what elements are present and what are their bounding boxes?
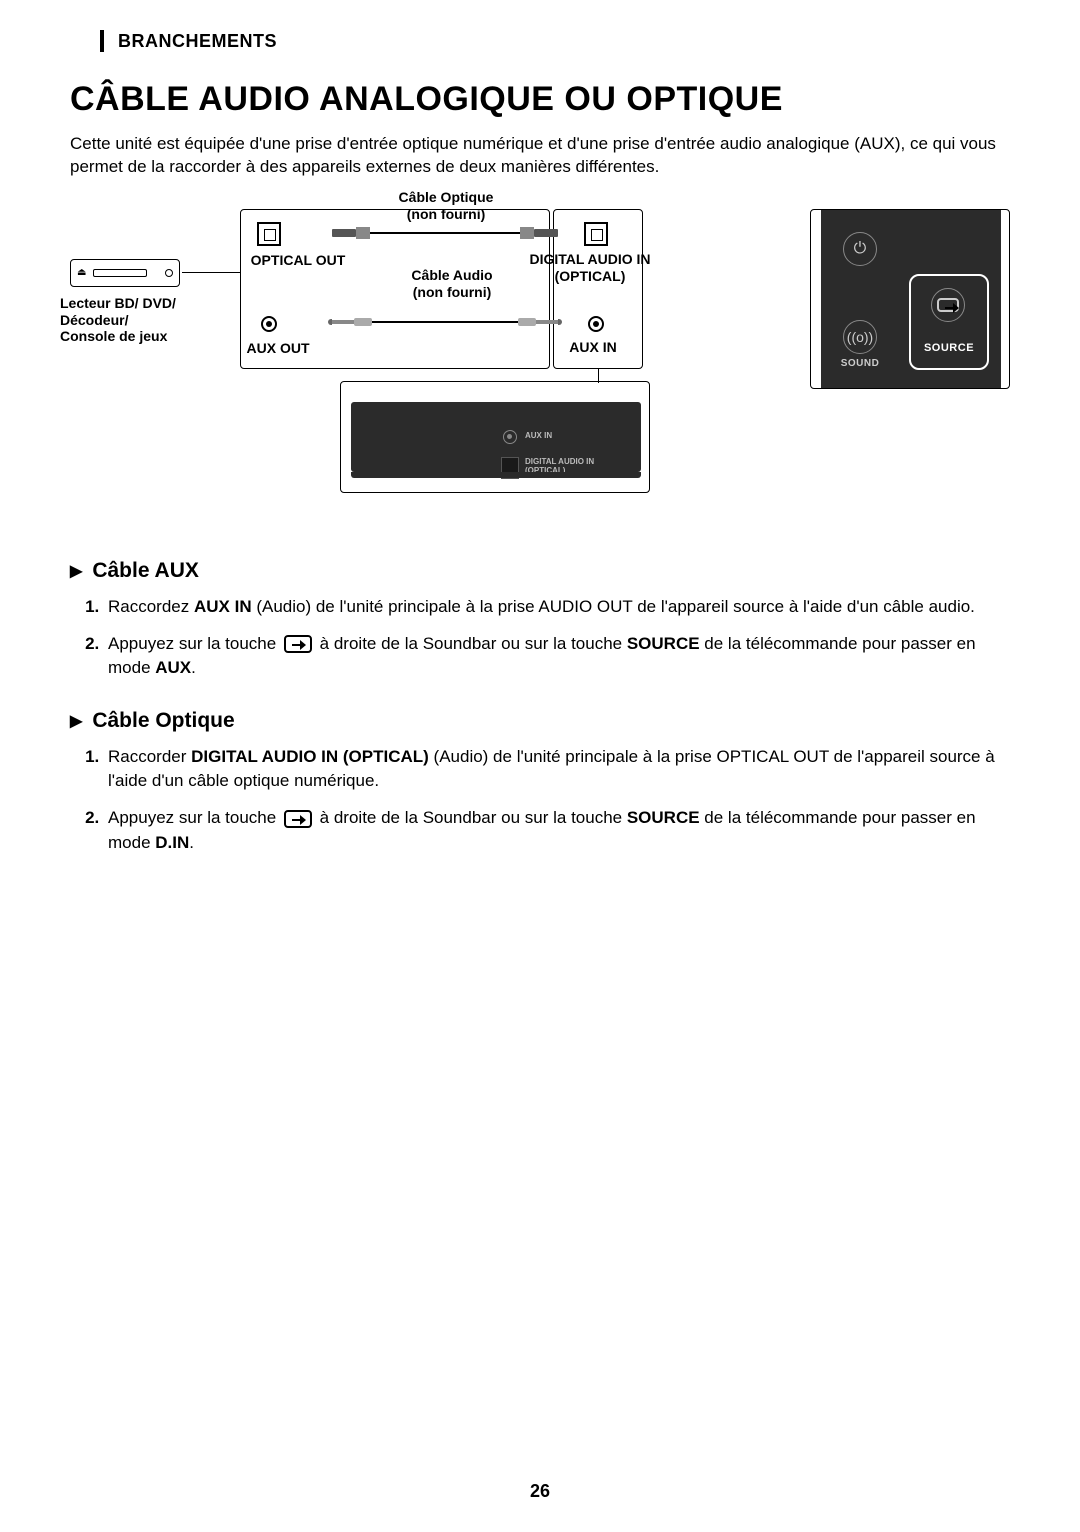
triangle-bullet-icon: ▶ (70, 561, 82, 581)
optical-out-label: OPTICAL OUT (243, 252, 353, 269)
aux-step2-bold: SOURCE (627, 634, 700, 653)
aux-step1-post: (Audio) de l'unité principale à la prise… (252, 597, 975, 616)
triangle-bullet-icon: ▶ (70, 711, 82, 731)
source-device-line2: Décodeur/ (60, 312, 128, 328)
aux-steps-list: Raccordez AUX IN (Audio) de l'unité prin… (70, 595, 1010, 681)
opt-step2-pre: Appuyez sur la touche (108, 808, 281, 827)
opt-step1-bold: DIGITAL AUDIO IN (OPTICAL) (191, 747, 429, 766)
aux-step1-pre: Raccordez (108, 597, 194, 616)
optical-plug-left-icon (332, 227, 370, 239)
soundbar-din-line1: DIGITAL AUDIO IN (525, 457, 594, 466)
soundbar-base-icon (351, 472, 641, 478)
subheading-optique: ▶ Câble Optique (70, 709, 1010, 733)
aux-plug-left-icon (328, 316, 372, 328)
optique-step-1: Raccorder DIGITAL AUDIO IN (OPTICAL) (Au… (104, 745, 1010, 794)
sound-button-icon: ((o)) (843, 320, 877, 354)
subheading-optique-text: Câble Optique (92, 709, 234, 733)
optique-step-2: Appuyez sur la touche à droite de la Sou… (104, 806, 1010, 855)
aux-step-1: Raccordez AUX IN (Audio) de l'unité prin… (104, 595, 1010, 620)
opt-step2-mode: D.IN (155, 833, 189, 852)
page-title: CÂBLE AUDIO ANALOGIQUE OU OPTIQUE (70, 80, 1010, 119)
player-connector-line (182, 272, 240, 273)
subheading-aux-text: Câble AUX (92, 559, 199, 583)
disc-tray-icon (93, 269, 147, 277)
soundbar-icon: AUX IN DIGITAL AUDIO IN (OPTICAL) (351, 402, 641, 472)
optique-steps-list: Raccorder DIGITAL AUDIO IN (OPTICAL) (Au… (70, 745, 1010, 856)
opt-step2-mid: à droite de la Soundbar ou sur la touche (315, 808, 627, 827)
remote-box: ⏻ ((o)) SOUND SOURCE (810, 209, 1010, 389)
eject-icon: ⏏ (77, 267, 87, 277)
source-device-line1: Lecteur BD/ DVD/ (60, 295, 176, 311)
source-player-icon: ⏏ (70, 259, 180, 287)
aux-out-port-icon (261, 316, 277, 332)
aux-out-label: AUX OUT (233, 340, 323, 357)
connection-diagram: ⏏ Lecteur BD/ DVD/ Décodeur/ Console de … (70, 199, 1010, 519)
aux-in-port-icon (588, 316, 604, 332)
aux-step1-bold: AUX IN (194, 597, 252, 616)
aux-cable-line (372, 321, 518, 323)
optical-paren-text: (OPTICAL) (555, 268, 626, 284)
opt-step2-end: . (189, 833, 194, 852)
section-label: BRANCHEMENTS (100, 30, 1010, 52)
cable-audio-label: Câble Audio (non fourni) (382, 267, 522, 301)
source-device-label: Lecteur BD/ DVD/ Décodeur/ Console de je… (60, 295, 210, 345)
aux-step2-mode: AUX (155, 658, 191, 677)
optical-cable-line (370, 232, 520, 234)
soundbar-box: AUX IN DIGITAL AUDIO IN (OPTICAL) (340, 381, 650, 493)
opt-step1-pre: Raccorder (108, 747, 191, 766)
aux-step2-mid: à droite de la Soundbar ou sur la touche (315, 634, 627, 653)
optical-plug-right-icon (520, 227, 558, 239)
digital-audio-in-text: DIGITAL AUDIO IN (529, 251, 650, 267)
soundbar-aux-port-icon (503, 430, 517, 444)
source-device-line3: Console de jeux (60, 328, 167, 344)
aux-in-label: AUX IN (558, 339, 628, 356)
soundbar-aux-in-label: AUX IN (525, 432, 552, 441)
remote-body-icon: ⏻ ((o)) SOUND SOURCE (821, 209, 1001, 389)
source-button-icon (931, 288, 965, 322)
opt-step2-bold: SOURCE (627, 808, 700, 827)
source-inline-icon (284, 635, 312, 653)
optical-out-port-icon (257, 222, 281, 246)
aux-step2-end: . (191, 658, 196, 677)
page-number: 26 (0, 1481, 1080, 1502)
aux-plug-right-icon (518, 316, 562, 328)
non-fourni-text-1: (non fourni) (407, 206, 486, 222)
subheading-aux: ▶ Câble AUX (70, 559, 1010, 583)
non-fourni-text-2: (non fourni) (413, 284, 492, 300)
power-button-icon: ⏻ (843, 232, 877, 266)
digital-audio-in-label: DIGITAL AUDIO IN (OPTICAL) (510, 251, 670, 285)
aux-step-2: Appuyez sur la touche à droite de la Sou… (104, 632, 1010, 681)
source-inline-icon (284, 810, 312, 828)
intro-paragraph: Cette unité est équipée d'une prise d'en… (70, 133, 1010, 179)
knob-icon (165, 269, 173, 277)
cable-optique-text: Câble Optique (399, 189, 494, 205)
cable-optique-label: Câble Optique (non fourni) (376, 189, 516, 223)
manual-page: BRANCHEMENTS CÂBLE AUDIO ANALOGIQUE OU O… (0, 0, 1080, 1532)
remote-source-label: SOURCE (919, 342, 979, 354)
remote-sound-label: SOUND (837, 358, 883, 369)
cable-audio-text: Câble Audio (411, 267, 492, 283)
aux-step2-pre: Appuyez sur la touche (108, 634, 281, 653)
optical-in-port-icon (584, 222, 608, 246)
